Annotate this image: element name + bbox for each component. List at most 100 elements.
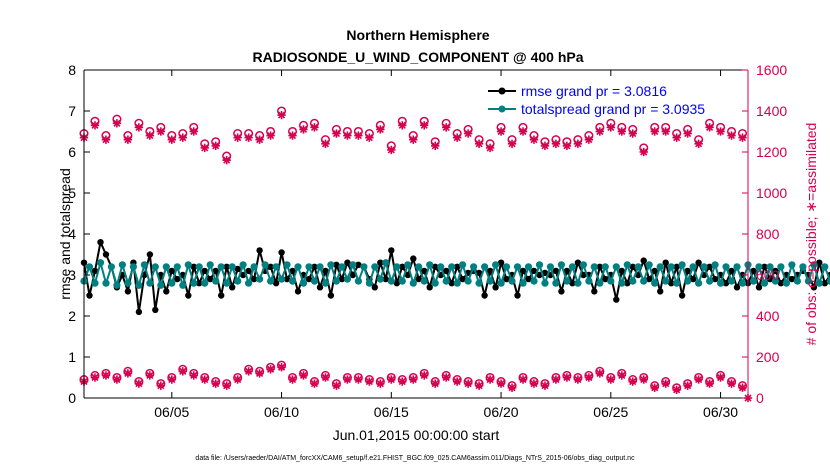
obs-assimilated-low-marker-stroke: [387, 375, 395, 384]
obs-assimilated-high-marker-stroke: [354, 132, 362, 140]
obs-assimilated-high-marker-stroke: [376, 125, 384, 134]
obs-assimilated-high-marker: [716, 127, 725, 136]
totalspread-point: [673, 279, 681, 287]
obs-assimilated-low-marker: [683, 381, 692, 390]
rmse-point: [574, 259, 582, 266]
totalspread-point: [492, 261, 500, 269]
totalspread-point: [601, 263, 609, 271]
obs-assimilated-low-marker: [365, 377, 374, 386]
obs-assimilated-low-marker: [672, 385, 681, 394]
rmse-point: [755, 284, 763, 291]
obs-assimilated-low-marker: [485, 375, 495, 384]
obs-assimilated-high-marker-stroke: [716, 127, 725, 136]
obs-assimilated-low-marker-stroke: [464, 380, 472, 388]
obs-assimilated-low-marker: [661, 379, 670, 388]
totalspread-point: [129, 263, 137, 271]
rmse-point: [695, 259, 702, 266]
obs-assimilated-low-marker: [145, 371, 155, 380]
obs-assimilated-low-marker-stroke: [596, 369, 604, 377]
obs-assimilated-low-marker-stroke: [629, 378, 637, 386]
rmse-point: [514, 292, 521, 299]
obs-assimilated-high-marker: [639, 147, 648, 157]
obs-assimilated-low-marker-stroke: [585, 373, 593, 382]
rmse-point: [706, 263, 713, 270]
obs-assimilated-high-marker: [683, 129, 692, 138]
totalspread-point: [568, 263, 577, 271]
obs-assimilated-low-marker-stroke: [201, 375, 209, 384]
totalspread-point: [612, 263, 620, 271]
obs-assimilated-high-marker: [573, 139, 583, 148]
obs-assimilated-high-marker: [496, 127, 506, 136]
totalspread-point: [541, 279, 549, 287]
totalspread-point: [431, 279, 439, 287]
totalspread-point: [623, 261, 631, 269]
totalspread-point: [382, 259, 390, 267]
obs-assimilated-high-marker: [650, 127, 659, 136]
obs-assimilated-low-marker: [321, 373, 330, 382]
rmse-point: [218, 292, 225, 299]
obs-assimilated-low-marker-stroke: [376, 380, 384, 388]
rmse-point: [519, 267, 527, 275]
rmse-point: [355, 261, 362, 268]
obs-assimilated-low-marker-stroke: [651, 384, 659, 392]
obs-assimilated-high-marker-stroke: [168, 136, 176, 144]
x-tick-label: 06/10: [264, 404, 299, 420]
rmse-point: [591, 288, 598, 295]
obs-assimilated-low-marker: [452, 377, 462, 386]
totalspread-point: [524, 263, 533, 271]
obs-assimilated-high-marker: [101, 135, 111, 144]
totalspread-point: [239, 261, 247, 269]
obs-assimilated-low-marker-stroke: [113, 375, 121, 384]
obs-assimilated-low-marker: [584, 373, 594, 382]
obs-assimilated-low-marker-stroke: [486, 375, 494, 384]
obs-assimilated-high-marker-stroke: [662, 127, 670, 136]
obs-assimilated-high-marker-stroke: [234, 134, 242, 142]
totalspread-point: [420, 277, 428, 285]
obs-assimilated-low-marker-stroke: [321, 373, 330, 382]
obs-assimilated-low-marker-stroke: [431, 380, 439, 388]
obs-assimilated-low-marker-stroke: [179, 367, 187, 375]
obs-assimilated-low-marker-stroke: [420, 371, 428, 380]
obs-assimilated-high-marker: [332, 129, 341, 138]
obs-assimilated-low-marker: [178, 367, 187, 376]
totalspread-point: [645, 261, 653, 269]
obs-assimilated-low-marker: [595, 369, 605, 378]
obs-assimilated-low-marker-stroke: [409, 375, 417, 384]
totalspread-point: [310, 277, 319, 285]
obs-assimilated-high-marker-stroke: [343, 132, 351, 140]
rmse-point: [684, 267, 691, 275]
obs-assimilated-high-marker: [617, 127, 626, 136]
obs-assimilated-low-marker: [409, 375, 418, 384]
obs-assimilated-low-marker: [420, 371, 429, 380]
totalspread-point: [821, 263, 829, 271]
rmse-point: [426, 284, 433, 291]
obs-assimilated-low-marker-stroke: [574, 375, 582, 384]
rmse-point: [503, 275, 510, 283]
obs-assimilated-high-marker: [595, 127, 605, 136]
obs-assimilated-low-marker: [387, 375, 396, 384]
obs-assimilated-high-marker-stroke: [223, 156, 231, 164]
obs-assimilated-high-marker-stroke: [618, 127, 626, 136]
totalspread-point: [157, 281, 165, 289]
obs-assimilated-high-marker: [529, 135, 539, 144]
rmse-point: [761, 263, 768, 270]
rmse-point: [146, 251, 154, 258]
footnote: data file: /Users/raeder/DAI/ATM_forcXX/…: [195, 455, 635, 462]
obs-assimilated-high-marker-stroke: [695, 140, 703, 148]
obs-assimilated-high-marker-stroke: [607, 123, 615, 131]
obs-assimilated-low-marker-stroke: [541, 382, 549, 390]
y-tick-right-label: 200: [756, 349, 780, 365]
obs-assimilated-low-marker: [255, 369, 264, 378]
totalspread-point: [656, 263, 664, 271]
x-tick-label: 06/15: [374, 404, 409, 420]
obs-assimilated-high-marker: [145, 131, 155, 140]
obs-assimilated-high-marker-stroke: [321, 140, 330, 148]
legend-rmse-marker: [498, 87, 506, 95]
obs-assimilated-high-marker: [233, 133, 242, 142]
totalspread-point: [629, 277, 637, 285]
obs-assimilated-low-marker: [376, 379, 385, 388]
obs-assimilated-high-marker: [211, 141, 220, 151]
x-tick-label: 06/25: [593, 404, 628, 420]
totalspread-point: [223, 279, 231, 287]
obs-assimilated-high-marker: [200, 143, 209, 153]
